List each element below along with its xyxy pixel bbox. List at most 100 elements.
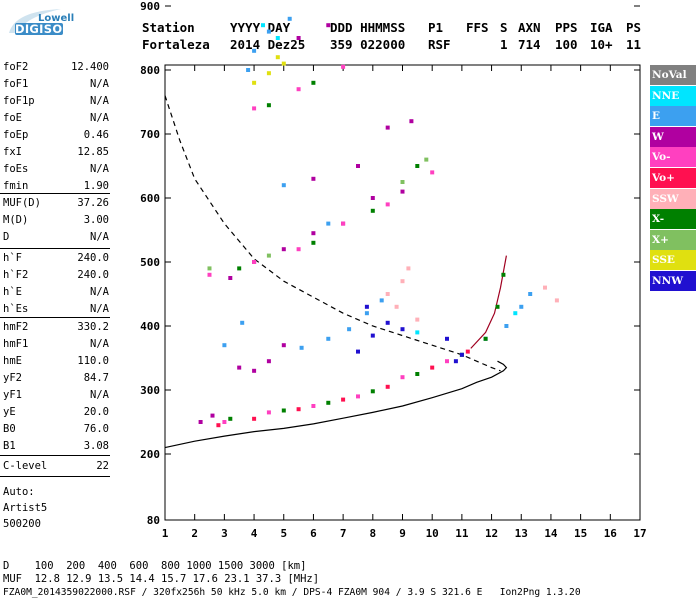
- echo-point-vo-: [400, 375, 405, 380]
- x-tick-label: 3: [221, 527, 228, 540]
- echo-point-w: [326, 23, 331, 28]
- echo-point-vo-: [385, 384, 390, 389]
- echo-point-sse: [281, 61, 286, 66]
- param-value: N/A: [90, 163, 109, 175]
- echo-point-e: [252, 48, 257, 53]
- legend-item: Vo+: [650, 168, 696, 188]
- y-tick-label: 700: [140, 128, 160, 141]
- param-row: h`F2 240.0: [3, 268, 109, 282]
- header-axn-label: AXN: [518, 20, 541, 35]
- param-value: 3.08: [83, 440, 109, 452]
- sidebar-separator: [0, 455, 110, 456]
- echo-point-nnw: [400, 327, 405, 332]
- echo-point-vo-: [252, 106, 257, 111]
- header-ddd-label: DDD HHMMSS: [330, 20, 406, 35]
- echo-point-e: [504, 324, 509, 328]
- echo-point-e: [240, 320, 245, 325]
- echo-point-w: [311, 231, 316, 236]
- echo-point-sse: [252, 80, 257, 85]
- param-value: N/A: [90, 231, 109, 243]
- param-name: yF2: [3, 372, 22, 384]
- y-tick-label: 80: [147, 514, 160, 527]
- echo-point-e: [326, 221, 331, 226]
- echo-point-vo-: [341, 397, 346, 402]
- echo-point-vo-: [341, 221, 346, 226]
- echo-point-nnw: [453, 359, 458, 364]
- header-p1-label: P1: [428, 20, 444, 35]
- param-name: h`F: [3, 252, 22, 264]
- logo-brand-line1: Lowell: [38, 13, 75, 24]
- echo-point-w: [266, 359, 271, 364]
- param-row: B0 76.0: [3, 422, 109, 436]
- header-p1-value: RSF: [428, 37, 451, 52]
- echo-point-x-: [311, 240, 316, 245]
- param-value: N/A: [90, 338, 109, 350]
- param-value: 0.46: [83, 129, 109, 141]
- param-name: foEp: [3, 129, 29, 141]
- echo-point-x-: [228, 416, 233, 421]
- param-row: h`F 240.0: [3, 251, 109, 265]
- header-pps-value: 100: [555, 37, 578, 52]
- echo-point-e: [364, 311, 369, 316]
- param-value: 12.400: [71, 61, 109, 73]
- echo-point-e: [281, 183, 286, 188]
- param-row: yE 20.0: [3, 405, 109, 419]
- param-value: N/A: [90, 389, 109, 401]
- echo-point-e: [222, 343, 227, 348]
- muf-row: MUF 12.8 12.9 13.5 14.4 15.7 17.6 23.1 3…: [3, 573, 320, 585]
- x-tick-label: 14: [544, 527, 558, 540]
- header-pps-label: PPS: [555, 20, 578, 35]
- param-name: hmF1: [3, 338, 29, 350]
- x-tick-label: 12: [485, 527, 498, 540]
- echo-point-e: [528, 292, 533, 296]
- echo-point-nnw: [459, 352, 464, 357]
- param-value: N/A: [90, 286, 109, 298]
- param-row: hmF2 330.2: [3, 320, 109, 334]
- file-info-footer: FZA0M_2014359022000.RSF / 320fx256h 50 k…: [3, 587, 581, 598]
- echo-point-w: [356, 164, 360, 168]
- profile-curve-profile_dashed: [164, 95, 501, 372]
- x-tick-label: 16: [604, 527, 618, 540]
- y-tick-label: 300: [140, 384, 160, 397]
- param-value: 240.0: [77, 252, 109, 264]
- x-tick-label: 11: [455, 527, 469, 540]
- param-value: 37.26: [77, 197, 109, 209]
- param-value: N/A: [90, 95, 109, 107]
- header-axn-value: 714: [518, 37, 541, 52]
- echo-point-w: [296, 36, 301, 40]
- echo-point-e: [266, 29, 271, 34]
- sidebar-separator: [0, 476, 110, 477]
- legend-item: SSE: [650, 250, 696, 271]
- echo-point-x-: [326, 400, 331, 405]
- echo-point-ssw: [554, 298, 559, 303]
- param-value: 20.0: [83, 406, 109, 418]
- echo-point-x-: [207, 266, 212, 271]
- echo-point-sse: [266, 71, 271, 76]
- legend-item: NNW: [650, 271, 696, 291]
- legend-item: X-: [650, 209, 696, 230]
- x-tick-label: 6: [310, 527, 317, 540]
- legend-item: SSW: [650, 188, 696, 209]
- param-value: N/A: [90, 112, 109, 124]
- header-station-label: Station: [142, 20, 195, 35]
- echo-point-ssw: [385, 292, 390, 296]
- echo-point-nnw: [364, 304, 369, 309]
- echo-point-vo-: [216, 423, 221, 428]
- param-value: N/A: [90, 303, 109, 315]
- ionogram-chart: 1 2 3 4 5 6 7 8 9 10 11 12 13 14 15 16 17802003004005006…: [140, 0, 647, 540]
- param-name: fxI: [3, 146, 22, 158]
- echo-point-nnw: [385, 320, 390, 325]
- param-row: MUF(D) 37.26: [3, 196, 109, 210]
- header-date-value: 2014 Dez25: [230, 37, 306, 52]
- param-row: foE N/A: [3, 111, 109, 125]
- echo-point-w: [311, 176, 316, 181]
- param-name: foEs: [3, 163, 29, 175]
- echo-point-w: [237, 365, 242, 370]
- param-name: B0: [3, 423, 16, 435]
- echo-point-ssw: [415, 317, 420, 322]
- sidebar-separator: [0, 248, 110, 249]
- echo-point-w: [400, 189, 405, 194]
- echo-point-vo-: [266, 410, 271, 415]
- legend-item: X+: [650, 229, 696, 250]
- param-name: M(D): [3, 214, 29, 226]
